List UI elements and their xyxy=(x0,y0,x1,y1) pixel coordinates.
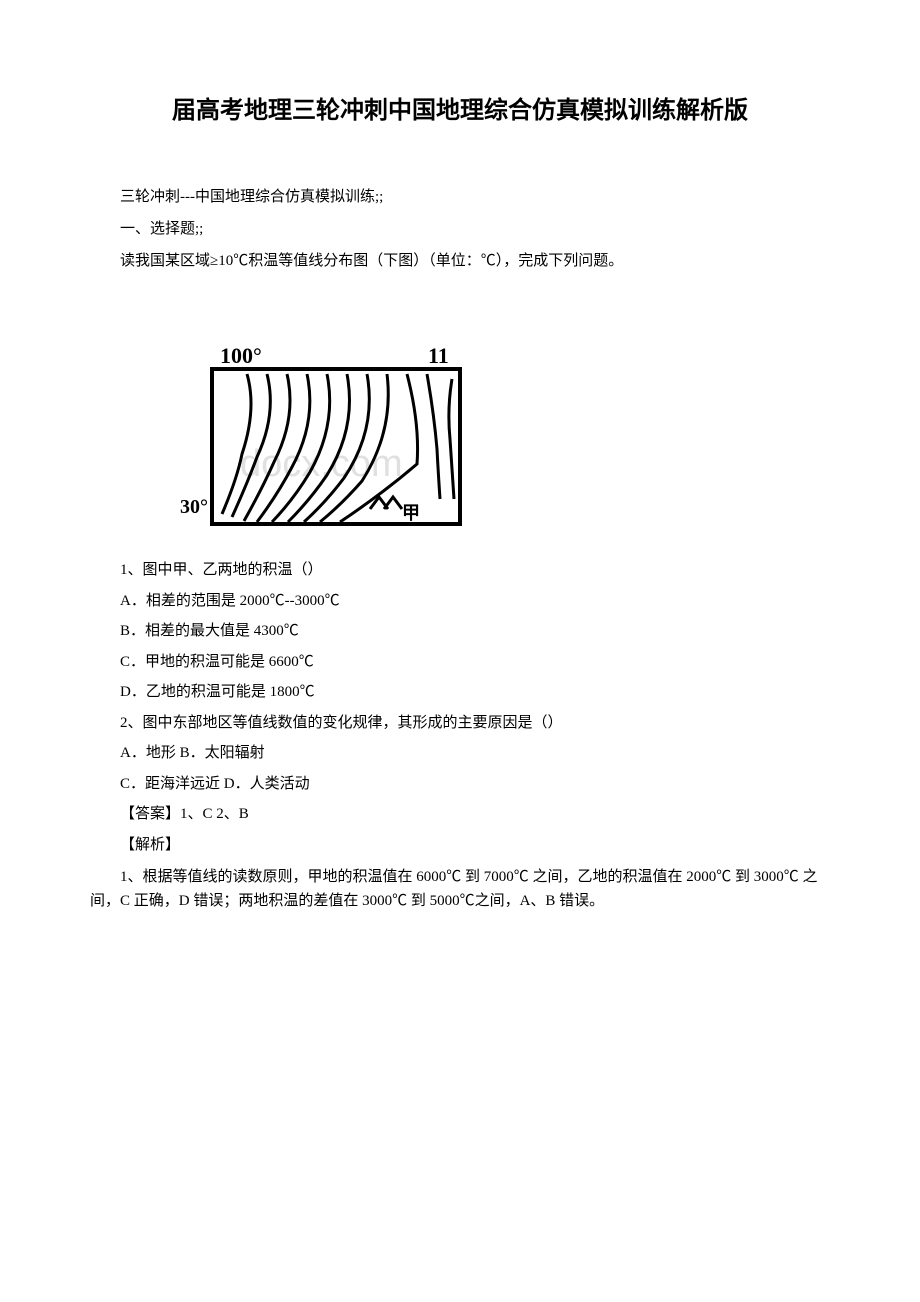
page-title: 届高考地理三轮冲刺中国地理综合仿真模拟训练解析版 xyxy=(90,90,830,125)
answer-line: 【答案】1、C 2、B xyxy=(90,800,830,829)
q1-opt-b: B．相差的最大值是 4300℃ xyxy=(90,617,830,646)
q2-opt-ab: A．地形 B．太阳辐射 xyxy=(90,739,830,768)
intro-para-2: 一、选择题;; xyxy=(90,217,830,241)
q2-opt-cd: C．距海洋远近 D．人类活动 xyxy=(90,770,830,799)
q1-opt-d: D．乙地的积温可能是 1800℃ xyxy=(90,678,830,707)
figure-contour-map: docx.com 100° 11 30° 甲 xyxy=(180,341,830,541)
explain-p1: 1、根据等值线的读数原则，甲地的积温值在 6000℃ 到 7000℃ 之间，乙地… xyxy=(90,865,830,913)
intro-para-1: 三轮冲刺---中国地理综合仿真模拟训练;; xyxy=(90,185,830,209)
q1-stem: 1、图中甲、乙两地的积温（） xyxy=(90,556,830,585)
q1-opt-a: A．相差的范围是 2000℃--3000℃ xyxy=(90,587,830,616)
label-11: 11 xyxy=(428,343,449,368)
label-100deg: 100° xyxy=(220,343,262,368)
intro-para-3: 读我国某区域≥10℃积温等值线分布图（下图）（单位：℃），完成下列问题。 xyxy=(90,249,830,273)
jia-label: 甲 xyxy=(402,503,420,523)
explain-label: 【解析】 xyxy=(90,831,830,860)
q1-opt-c: C．甲地的积温可能是 6600℃ xyxy=(90,648,830,677)
q2-stem: 2、图中东部地区等值线数值的变化规律，其形成的主要原因是（） xyxy=(90,709,830,738)
label-30deg: 30° xyxy=(180,496,208,518)
